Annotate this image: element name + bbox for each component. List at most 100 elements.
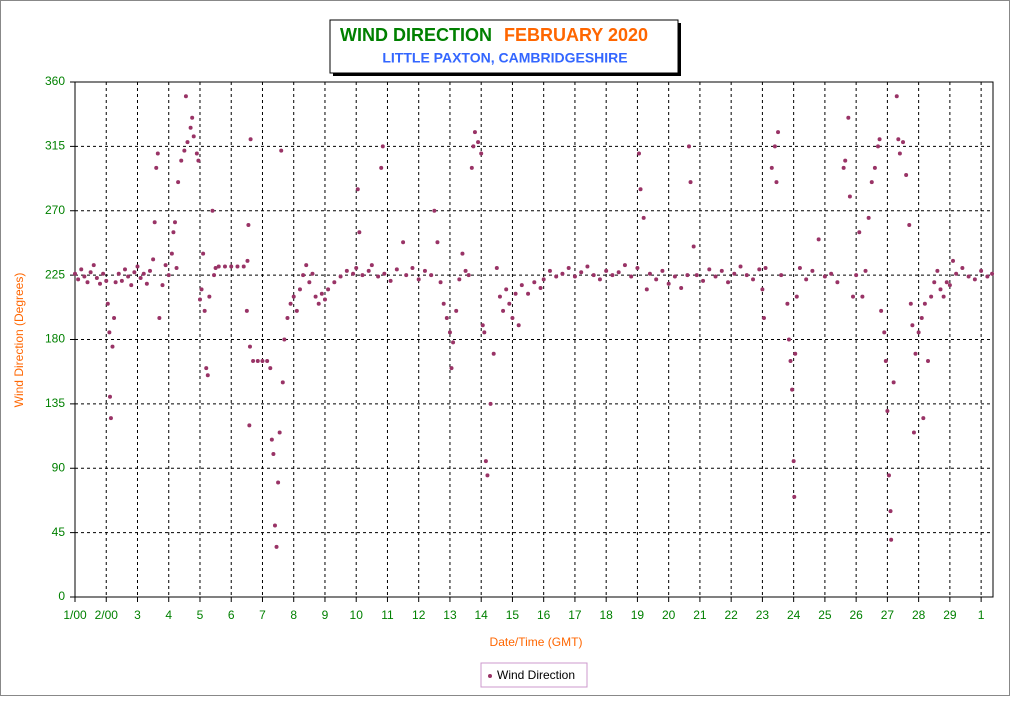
point bbox=[113, 280, 118, 285]
point bbox=[685, 273, 690, 278]
point bbox=[476, 140, 481, 145]
point bbox=[122, 267, 127, 272]
point bbox=[507, 301, 512, 306]
point bbox=[851, 294, 856, 299]
point bbox=[860, 294, 865, 299]
point bbox=[432, 208, 437, 213]
point bbox=[119, 278, 124, 283]
point bbox=[291, 294, 296, 299]
point bbox=[449, 366, 454, 371]
point bbox=[316, 301, 321, 306]
point bbox=[769, 165, 774, 170]
point bbox=[872, 165, 877, 170]
x-tick-label: 29 bbox=[943, 608, 957, 622]
point bbox=[504, 287, 509, 292]
point bbox=[310, 271, 315, 276]
point bbox=[538, 286, 543, 290]
x-tick-label: 10 bbox=[350, 608, 364, 622]
point bbox=[182, 148, 187, 153]
point bbox=[255, 358, 260, 363]
point bbox=[847, 194, 852, 199]
point bbox=[792, 494, 797, 499]
point bbox=[105, 301, 110, 306]
point bbox=[891, 380, 896, 385]
point bbox=[869, 180, 874, 185]
point bbox=[260, 358, 265, 363]
point bbox=[269, 437, 274, 442]
point bbox=[794, 294, 799, 299]
point bbox=[791, 459, 796, 464]
point bbox=[380, 144, 385, 149]
point bbox=[579, 270, 584, 275]
point bbox=[713, 274, 718, 279]
point bbox=[138, 275, 143, 280]
point bbox=[212, 273, 217, 278]
point bbox=[604, 268, 609, 273]
point bbox=[294, 308, 299, 313]
point bbox=[701, 278, 706, 283]
chart-title-period: FEBRUARY 2020 bbox=[504, 25, 648, 45]
point bbox=[641, 215, 646, 220]
point bbox=[944, 280, 949, 285]
point bbox=[144, 281, 149, 286]
point bbox=[247, 423, 252, 428]
point bbox=[463, 268, 468, 273]
point bbox=[726, 280, 731, 285]
point bbox=[901, 140, 906, 145]
point bbox=[245, 258, 250, 263]
point bbox=[194, 151, 199, 156]
point bbox=[482, 330, 487, 335]
point bbox=[854, 273, 859, 278]
point bbox=[857, 230, 862, 235]
point bbox=[454, 308, 459, 313]
point bbox=[707, 267, 712, 272]
point bbox=[216, 264, 221, 269]
legend-box bbox=[480, 662, 588, 688]
point bbox=[751, 277, 756, 282]
point bbox=[244, 308, 249, 313]
x-tick-label: 17 bbox=[568, 608, 582, 622]
point bbox=[785, 301, 790, 306]
point bbox=[763, 265, 768, 270]
y-tick-label: 135 bbox=[45, 396, 65, 410]
point bbox=[622, 263, 627, 268]
point bbox=[157, 316, 162, 321]
point bbox=[479, 151, 484, 156]
y-tick-label: 45 bbox=[52, 525, 66, 539]
point bbox=[879, 308, 884, 313]
point bbox=[744, 273, 749, 278]
point bbox=[491, 351, 496, 356]
point bbox=[201, 251, 206, 256]
point bbox=[688, 180, 693, 185]
point bbox=[382, 271, 387, 276]
point bbox=[941, 294, 946, 299]
point bbox=[248, 137, 253, 142]
point bbox=[471, 144, 476, 149]
y-tick-label: 270 bbox=[45, 203, 65, 217]
point bbox=[79, 267, 84, 272]
y-tick-label: 360 bbox=[45, 74, 65, 88]
point bbox=[719, 268, 724, 273]
point bbox=[451, 340, 456, 345]
point bbox=[877, 137, 882, 142]
point bbox=[207, 294, 212, 299]
chart-title: WIND DIRECTION bbox=[340, 25, 492, 45]
point bbox=[204, 366, 209, 371]
point bbox=[404, 273, 409, 278]
point bbox=[288, 301, 293, 306]
point bbox=[265, 358, 270, 363]
point bbox=[82, 274, 87, 279]
point bbox=[169, 251, 174, 256]
point bbox=[202, 308, 207, 313]
point bbox=[666, 281, 671, 286]
point bbox=[829, 271, 834, 276]
point bbox=[929, 294, 934, 299]
point bbox=[866, 215, 871, 220]
point bbox=[888, 509, 893, 514]
x-tick-label: 16 bbox=[537, 608, 551, 622]
point bbox=[985, 274, 990, 279]
point bbox=[793, 351, 798, 356]
y-tick-label: 0 bbox=[58, 589, 65, 603]
point bbox=[151, 257, 156, 262]
